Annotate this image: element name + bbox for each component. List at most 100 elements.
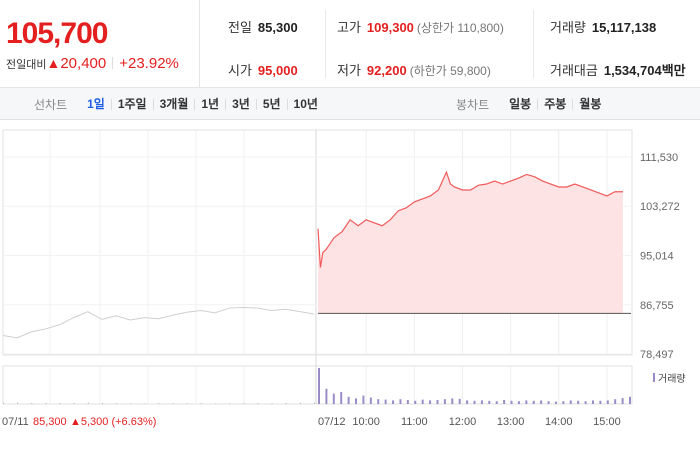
volume-bar	[577, 400, 580, 404]
x-tick-label: 15:00	[593, 416, 621, 428]
line-chart-title: 선차트	[34, 97, 68, 112]
volume-bar	[436, 400, 439, 404]
stat-high: 고가 109,300 (상한가 110,800)	[337, 17, 504, 36]
divider	[112, 57, 114, 69]
volume-bar	[532, 400, 535, 404]
volume-bar	[473, 400, 476, 404]
volume-bar	[614, 399, 617, 404]
volume-bar	[562, 401, 565, 404]
volume-bar	[17, 402, 19, 404]
tab-daily[interactable]: 일봉	[509, 96, 532, 111]
x-tick-label: 11:00	[401, 416, 428, 428]
volume-bar	[285, 402, 287, 404]
stat-value: 1,534,704	[603, 63, 662, 78]
volume-bar	[399, 399, 402, 404]
volume-bar	[325, 388, 328, 404]
volume-bar	[547, 401, 550, 404]
tab-weekly[interactable]: 주봉	[537, 98, 572, 110]
prev-day-price: 85,300	[33, 416, 67, 428]
volume-bar	[495, 401, 498, 404]
tab-5y[interactable]: 5년	[255, 98, 287, 110]
volume-bar	[377, 399, 380, 404]
volume-frame	[2, 365, 633, 405]
volume-bar	[271, 402, 273, 404]
volume-bar	[340, 392, 343, 404]
plot-frame	[2, 129, 633, 356]
y-tick-label: 78,497	[640, 349, 674, 361]
stat-value: 109,300	[366, 20, 414, 35]
volume-bar	[186, 403, 188, 404]
candle-chart-title: 봉차트	[456, 97, 490, 112]
price-summary: 105,700 전일대비▲20,400 +23.92%	[0, 0, 200, 88]
volume-bar	[101, 402, 103, 404]
tab-1d[interactable]: 1일	[87, 96, 105, 111]
volume-bar	[429, 400, 432, 404]
x-tick-label: 07/11	[2, 416, 29, 428]
y-tick-label: 95,014	[640, 250, 674, 262]
volume-bar	[443, 399, 446, 404]
volume-bar	[362, 395, 365, 404]
up-arrow-icon: ▲	[46, 55, 61, 71]
current-price: 105,700	[6, 17, 108, 50]
x-tick-label: 13:00	[497, 416, 525, 428]
stat-label: 거래대금	[550, 63, 598, 78]
price-chart[interactable]: 111,530 103,272 95,014 86,755 78,497 거래량 07/11…	[0, 120, 700, 450]
tab-1w[interactable]: 1주일	[110, 98, 153, 110]
quote-stats: 전일 85,300 고가 109,300 (상한가 110,800) 거래량 15,11…	[200, 0, 700, 88]
chart-tabs: 선차트 1일 1주일 3개월 1년 3년 5년 10년 봉차트 일봉 주봉 월봉	[0, 88, 700, 120]
tab-10y[interactable]: 10년	[286, 98, 324, 110]
tab-1y[interactable]: 1년	[194, 98, 225, 110]
volume-bar	[332, 393, 335, 404]
volume-bar	[414, 400, 417, 404]
x-tick-label: 10:00	[352, 416, 380, 428]
stat-sub: (상한가 110,800)	[416, 21, 504, 35]
volume-bar	[369, 397, 372, 404]
volume-legend-swatch	[653, 373, 655, 382]
volume-bar	[554, 401, 557, 404]
change-value: 20,400	[60, 55, 107, 72]
series-area-today	[318, 172, 623, 314]
stat-label: 전일	[228, 20, 252, 35]
volume-bar	[621, 398, 624, 404]
stat-value: 92,200	[366, 63, 407, 78]
y-tick-label: 103,272	[640, 201, 680, 213]
volume-bar	[87, 402, 89, 404]
stat-prev-close: 전일 85,300	[228, 17, 298, 36]
volume-bar	[31, 402, 33, 404]
volume-bar	[3, 402, 4, 404]
series-line-prev-day	[2, 306, 315, 339]
volume-bar	[503, 400, 506, 404]
stat-volume: 거래량 15,117,138	[550, 17, 656, 36]
volume-bar	[458, 398, 461, 404]
volume-bar	[200, 403, 202, 404]
stat-label: 시가	[228, 63, 252, 78]
volume-bar	[525, 400, 528, 404]
volume-bar	[569, 400, 572, 404]
stat-label: 고가	[337, 20, 361, 35]
series-line-today	[317, 170, 623, 268]
volume-bar	[451, 398, 454, 404]
tab-3y[interactable]: 3년	[225, 98, 256, 110]
volume-bar	[606, 400, 609, 404]
volume-bar	[392, 400, 395, 404]
tab-3m[interactable]: 3개월	[152, 98, 195, 110]
volume-bar	[130, 403, 132, 404]
volume-bar	[318, 368, 320, 404]
stat-value: 95,000	[257, 63, 298, 78]
volume-bar	[355, 398, 358, 404]
change-row: 전일대비▲20,400 +23.92%	[6, 55, 179, 72]
volume-bar	[299, 402, 301, 404]
prev-day-change: ▲5,300 (+6.63%)	[70, 416, 156, 428]
tab-monthly[interactable]: 월봉	[572, 98, 607, 110]
volume-bar	[59, 403, 61, 404]
quote-header: 105,700 전일대비▲20,400 +23.92% 전일 85,300 고가 10…	[0, 0, 700, 88]
stat-open: 시가 95,000	[228, 60, 298, 79]
volume-bar	[488, 400, 491, 404]
y-tick-label: 86,755	[640, 300, 674, 312]
volume-bar	[384, 399, 387, 404]
stat-low: 저가 92,200 (하한가 59,800)	[337, 60, 491, 79]
volume-bar	[510, 400, 513, 404]
volume-bar	[584, 401, 587, 404]
volume-bar	[73, 402, 75, 404]
x-tick-label: 14:00	[545, 416, 573, 428]
